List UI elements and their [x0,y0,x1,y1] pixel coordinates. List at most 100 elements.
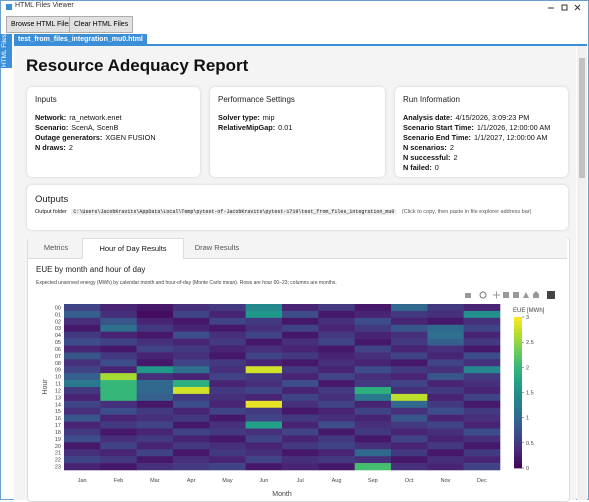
modebar-icon[interactable] [513,292,519,298]
heat-cell [209,421,246,429]
heat-cell [391,317,428,326]
colorbar-segment [514,347,522,352]
heat-cell [463,393,501,402]
toolbar-button[interactable]: Browse HTML Files [6,16,77,33]
heat-cell [427,442,464,450]
heat-cell [173,393,210,402]
heat-cell [318,331,355,339]
colorbar-segment [514,324,522,329]
output-path[interactable]: C:\Users\JacobKravits\AppData\Local\Temp… [71,209,397,215]
heat-cell [463,414,501,422]
heat-cell [245,428,283,436]
heat-cell [173,317,210,326]
modebar-icon[interactable] [465,293,471,298]
field-label: RelativeMipGap: [218,123,276,132]
heat-cell [136,393,174,402]
heat-cell [391,310,428,319]
toolbar-button[interactable]: Clear HTML Files [69,16,134,33]
file-tab[interactable]: test_from_files_integration_mu0.html [14,34,147,46]
heat-cell [173,456,210,464]
colorbar-segment [514,407,522,412]
y-tick-label: 11 [55,382,61,388]
heat-cell [391,304,428,312]
heat-cell [64,463,101,471]
modebar-icon[interactable] [547,291,555,299]
heat-cell [209,380,246,388]
scroll-thumb[interactable] [579,58,585,178]
heat-cell [209,338,246,346]
heat-cell [209,373,246,381]
heat-cell [173,366,210,374]
heat-cell [427,449,464,457]
colorbar-segment [514,430,522,435]
heat-cell [318,373,355,381]
heat-cell [136,442,174,450]
report-tab[interactable]: Hour of Day Results [82,238,184,259]
side-tab[interactable]: HTML Files [0,34,12,68]
heat-cell [427,338,464,346]
heat-cell [427,393,464,402]
heat-cell [427,324,464,332]
heat-cell [463,359,501,367]
field-label: N scenarios: [403,143,447,152]
heat-cell [64,373,101,381]
heat-cell [463,352,501,360]
modebar-icon[interactable] [523,292,529,298]
heat-cell [64,324,101,332]
heat-cell [100,380,137,388]
y-tick-label: 02 [55,319,61,325]
report-tab[interactable]: Metrics [43,243,69,252]
card-row: Solver type: mip [218,113,377,123]
heat-cell [136,449,174,457]
colorbar-tick-label: 3 [526,315,529,321]
heat-cell [64,456,101,464]
heat-cell [463,304,501,312]
heat-cell [245,456,283,464]
heat-cell [100,421,137,429]
modebar-icon[interactable] [533,291,539,298]
maximize[interactable] [561,4,568,11]
modebar[interactable] [465,291,555,299]
card-row: RelativeMipGap: 0.01 [218,123,377,133]
y-tick-label: 23 [55,465,61,471]
heat-cell [209,352,246,360]
heat-cell [318,324,355,332]
scrollbar[interactable] [577,46,587,500]
close[interactable] [574,4,581,11]
heat-cell [282,359,319,367]
card-row: Outage generators: XGEN FUSION [35,133,192,143]
heat-cell [282,442,319,450]
modebar-icon[interactable] [479,291,487,299]
report-tab[interactable]: Draw Results [194,243,240,252]
heat-cell [282,331,319,339]
heat-cell [282,463,319,471]
field-value: 1/1/2027, 12:00:00 AM [474,133,548,142]
heat-cell [64,421,101,429]
modebar-icon[interactable] [493,291,500,299]
y-tick-label: 18 [55,430,61,436]
colorbar-segment [514,418,522,424]
heat-cell [463,400,501,409]
heat-cell [100,456,137,464]
output-hint: (Click to copy, then paste in file explo… [401,209,532,215]
heat-cell [318,435,355,443]
heat-cell [245,400,283,409]
modebar-icon[interactable] [503,292,509,298]
heat-cell [245,331,283,339]
card-row: N scenarios: 2 [403,143,560,153]
heat-cell [354,324,392,332]
heat-cell [427,317,464,326]
heat-cell [245,310,283,319]
heat-cell [100,373,137,381]
colorbar-tick-label: 0 [526,466,529,472]
heat-cell [209,345,246,353]
heat-cell [136,366,174,374]
colorbar-tick-label: 1.5 [526,391,534,397]
heat-cell [136,310,174,319]
heat-cell [463,449,501,457]
heat-cell [318,380,355,388]
x-tick-label: Jun [259,478,268,484]
field-value: 1/1/2026, 12:00:00 AM [476,123,551,132]
chart-title: EUE by month and hour of day [36,265,145,274]
colorbar-segment [514,377,522,382]
